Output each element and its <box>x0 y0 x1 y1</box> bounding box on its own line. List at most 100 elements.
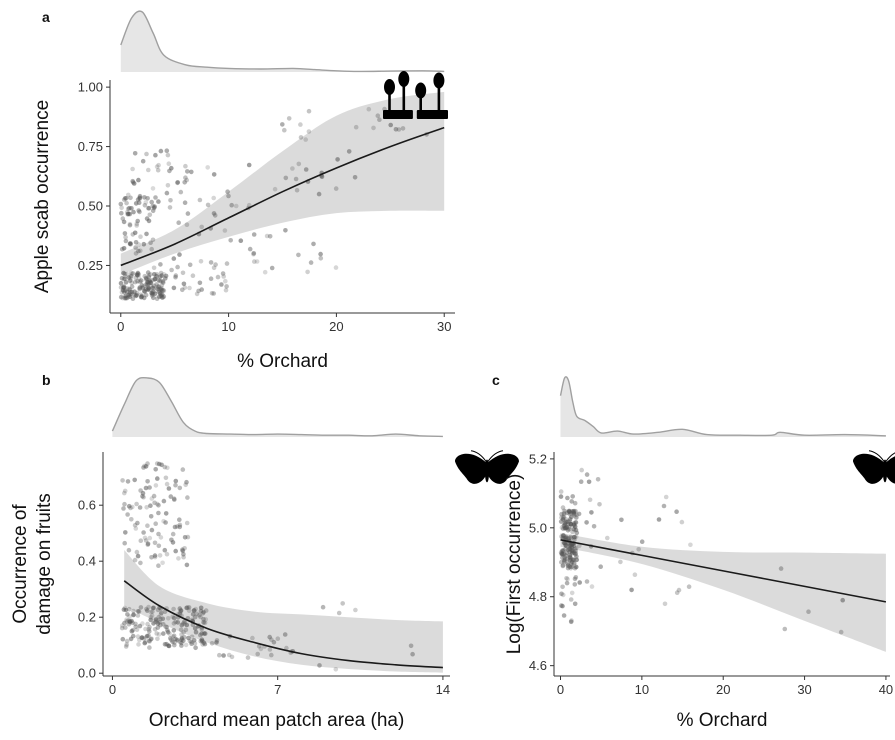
data-point <box>182 619 187 625</box>
data-point <box>674 590 680 595</box>
data-point <box>179 640 184 646</box>
data-point <box>169 267 174 273</box>
data-point <box>271 639 277 645</box>
data-point <box>121 285 126 290</box>
data-point <box>226 193 231 199</box>
data-point <box>133 245 138 250</box>
x-tick-label: 0 <box>557 682 564 697</box>
data-point <box>171 621 177 626</box>
data-point <box>559 548 565 553</box>
data-point <box>561 551 567 557</box>
data-point <box>639 539 645 544</box>
y-tick-label: 4.8 <box>529 589 547 604</box>
data-point <box>120 295 126 301</box>
data-point <box>120 288 126 293</box>
data-point <box>574 557 579 562</box>
data-point <box>173 636 178 642</box>
data-point <box>155 476 160 481</box>
data-point <box>144 216 150 221</box>
data-point <box>579 467 584 473</box>
data-point <box>565 563 571 568</box>
data-point <box>135 613 141 618</box>
data-point <box>197 612 202 618</box>
data-point <box>561 547 566 553</box>
data-point <box>147 485 152 490</box>
data-points <box>119 461 415 672</box>
y-tick-label: 0.50 <box>78 199 103 214</box>
data-point <box>124 196 129 201</box>
data-point <box>371 125 376 131</box>
y-tick-label: 0.6 <box>78 498 96 513</box>
data-point <box>148 514 154 519</box>
data-point <box>156 461 162 467</box>
data-point <box>185 495 190 500</box>
data-point <box>148 637 154 642</box>
data-point <box>202 641 208 647</box>
data-point <box>138 248 143 254</box>
data-point <box>185 605 190 610</box>
data-point <box>131 181 137 186</box>
data-point <box>572 601 578 607</box>
data-point <box>183 163 188 169</box>
data-point <box>576 511 582 517</box>
data-point <box>198 614 203 620</box>
data-point <box>574 512 579 518</box>
data-point <box>316 191 322 197</box>
data-point <box>562 508 568 514</box>
data-point <box>181 281 187 287</box>
data-point <box>133 526 139 531</box>
data-point <box>161 288 167 294</box>
data-point <box>166 643 172 649</box>
data-point <box>180 548 186 554</box>
data-point <box>223 287 229 293</box>
data-point <box>148 272 153 277</box>
panel-c-first-occurrence: 0 10 20 30 40 4.6 4.8 5.0 5.2 % Orchard Log(First … <box>504 376 895 731</box>
data-point <box>573 515 579 520</box>
data-point <box>124 642 129 647</box>
confidence-band <box>124 550 443 673</box>
data-point <box>175 180 180 185</box>
data-point <box>198 605 204 611</box>
data-point <box>145 196 150 201</box>
data-point <box>150 285 155 291</box>
data-point <box>135 270 141 276</box>
fit-line <box>560 539 887 603</box>
data-point <box>168 198 173 203</box>
data-point <box>121 270 126 276</box>
data-point <box>169 537 174 543</box>
data-point <box>152 277 157 282</box>
data-point <box>155 636 160 642</box>
data-point <box>212 213 218 218</box>
y-tick-label: 0.2 <box>78 610 96 625</box>
data-point <box>572 537 577 542</box>
data-point <box>156 289 162 295</box>
data-point <box>199 626 205 632</box>
data-point <box>305 269 310 275</box>
data-point <box>269 265 275 271</box>
data-point <box>179 632 184 637</box>
y-tick-label: 0.0 <box>78 666 96 681</box>
data-point <box>123 530 128 535</box>
data-point <box>584 579 590 584</box>
data-point <box>158 262 163 267</box>
data-point <box>619 517 624 523</box>
data-point <box>182 200 188 205</box>
data-point <box>584 520 589 525</box>
data-point <box>158 616 163 622</box>
y-tick-label: 0.4 <box>78 554 96 569</box>
data-point <box>572 582 578 587</box>
data-point <box>561 613 567 618</box>
data-point <box>565 495 570 501</box>
data-point <box>211 211 217 216</box>
panel-a-apple-scab: 0 10 20 30 0.25 0.50 0.75 1.00 % Orchard Apple sc… <box>32 10 455 372</box>
x-tick-label: 20 <box>329 319 343 334</box>
data-point <box>163 475 169 481</box>
data-point <box>127 618 132 624</box>
data-point <box>139 282 145 288</box>
data-point <box>290 166 295 171</box>
data-point <box>127 619 133 625</box>
data-point <box>137 286 142 292</box>
data-point <box>119 625 125 631</box>
data-point <box>155 607 161 613</box>
data-point <box>163 520 168 525</box>
